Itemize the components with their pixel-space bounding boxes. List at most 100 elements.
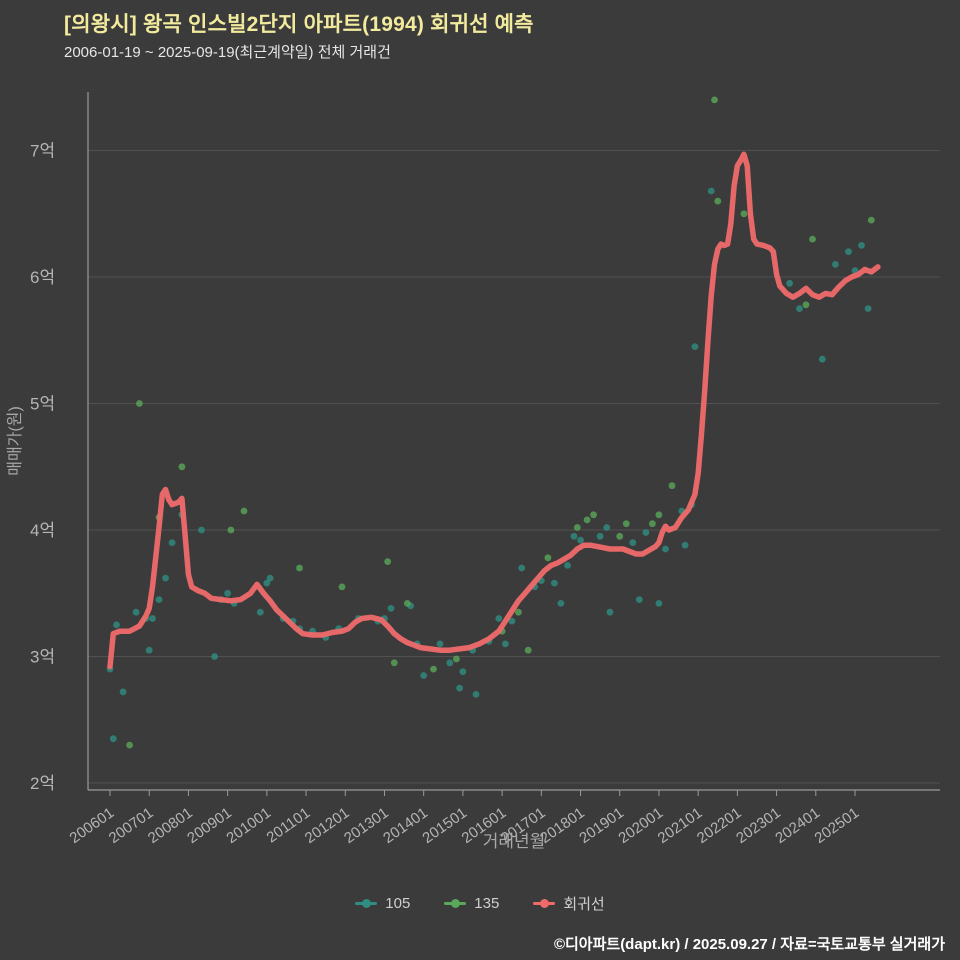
scatter-point-105 xyxy=(577,536,584,544)
scatter-point-135 xyxy=(714,197,722,205)
scatter-point-135 xyxy=(384,558,392,565)
legend-label: 135 xyxy=(474,895,500,912)
legend-marker-icon xyxy=(444,899,467,908)
x-tick-label: 200801 xyxy=(145,804,196,847)
scatter-point-105 xyxy=(198,526,205,534)
legend-item-회귀선[interactable]: 회귀선 xyxy=(533,893,605,914)
x-tick-label: 201301 xyxy=(341,804,392,847)
scatter-point-135 xyxy=(524,646,532,654)
scatter-point-105 xyxy=(145,646,153,654)
scatter-point-105 xyxy=(570,532,578,540)
scatter-point-135 xyxy=(178,463,186,471)
x-tick-label: 200601 xyxy=(67,804,118,847)
scatter-point-105 xyxy=(263,579,271,587)
scatter-point-105 xyxy=(557,600,565,607)
scatter-point-135 xyxy=(453,655,460,663)
scatter-point-105 xyxy=(681,541,689,549)
legend-marker-icon xyxy=(533,899,556,908)
y-tick-label: 5억 xyxy=(30,395,55,414)
scatter-point-135 xyxy=(296,564,303,572)
scatter-point-135 xyxy=(655,511,663,519)
scatter-point-135 xyxy=(616,532,624,540)
scatter-point-105 xyxy=(508,617,516,625)
scatter-point-105 xyxy=(109,735,117,743)
scatter-point-105 xyxy=(456,684,463,692)
y-axis-title: 매매가(원) xyxy=(6,406,24,476)
scatter-point-105 xyxy=(266,574,274,582)
x-tick-label: 202401 xyxy=(772,804,823,847)
scatter-point-105 xyxy=(132,608,140,616)
x-tick-label: 200901 xyxy=(184,804,235,847)
scatter-point-135 xyxy=(544,554,552,562)
scatter-point-105 xyxy=(149,615,156,622)
scatter-point-105 xyxy=(420,672,428,679)
scatter-point-105 xyxy=(603,524,611,531)
scatter-point-135 xyxy=(126,741,133,749)
scatter-point-135 xyxy=(583,516,591,524)
scatter-point-105 xyxy=(162,574,169,582)
scatter-point-135 xyxy=(867,216,875,224)
scatter-point-135 xyxy=(515,608,522,616)
legend-item-135[interactable]: 135 xyxy=(444,895,499,912)
scatter-point-135 xyxy=(668,482,676,490)
regression-line xyxy=(107,151,881,670)
scatter-point-135 xyxy=(573,524,581,531)
scatter-point-105 xyxy=(864,305,872,312)
scatter-point-135 xyxy=(227,526,235,534)
scatter-point-105 xyxy=(818,355,826,363)
scatter-point-105 xyxy=(168,539,176,546)
scatter-point-135 xyxy=(809,235,816,243)
x-tick-label: 202101 xyxy=(655,804,706,847)
scatter-point-135 xyxy=(590,511,597,519)
scatter-point-135 xyxy=(390,659,398,667)
x-tick-label: 201501 xyxy=(419,804,470,847)
scatter-point-105 xyxy=(662,545,669,553)
chart-canvas[interactable]: 2억 3억 4억 5억 6억 7억 2006012007012008012009012010… xyxy=(0,0,960,885)
scatter-point-105 xyxy=(606,608,614,616)
copyright-credit: ©디아파트(dapt.kr) / 2025.09.27 / 자료=국토교통부 실… xyxy=(553,936,945,953)
x-tick-label: 201201 xyxy=(302,804,353,847)
y-tick-label: 6억 xyxy=(30,268,55,287)
scatter-point-105 xyxy=(858,242,865,249)
chart-legend: 105 135 회귀선 xyxy=(0,893,960,914)
legend-label: 105 xyxy=(385,895,411,912)
scatter-point-105 xyxy=(629,539,637,546)
scatter-point-105 xyxy=(707,187,715,195)
scatter-point-135 xyxy=(802,301,810,309)
y-tick-label: 3억 xyxy=(30,648,55,667)
x-axis-title: 거래년월 xyxy=(483,832,546,851)
scatter-point-105 xyxy=(495,615,503,622)
scatter-point-135 xyxy=(740,210,748,218)
scatter-point-105 xyxy=(596,532,604,540)
scatter-point-105 xyxy=(113,621,120,629)
scatter-point-105 xyxy=(436,640,444,648)
x-tick-label: 202501 xyxy=(812,804,863,847)
x-tick-label: 202301 xyxy=(733,804,784,847)
scatter-point-105 xyxy=(845,248,852,256)
x-tick-label: 202001 xyxy=(615,804,666,847)
y-tick-label: 2억 xyxy=(30,774,55,793)
scatter-point-135 xyxy=(403,600,411,607)
scatter-point-105 xyxy=(564,562,571,569)
scatter-point-105 xyxy=(155,596,163,603)
scatter-point-105 xyxy=(551,579,558,587)
scatter-point-105 xyxy=(518,564,526,572)
scatter-point-105 xyxy=(796,305,803,312)
legend-marker-icon xyxy=(355,899,378,908)
scatter-point-135 xyxy=(338,583,346,591)
scatter-point-105 xyxy=(119,688,127,696)
scatter-point-105 xyxy=(224,589,232,597)
scatter-point-105 xyxy=(472,691,480,698)
scatter-point-105 xyxy=(786,279,793,287)
page-subtitle: 2006-01-19 ~ 2025-09-19(최근계약일) 전체 거래건 xyxy=(64,44,391,61)
scatter-point-105 xyxy=(211,653,219,660)
legend-label: 회귀선 xyxy=(563,896,605,913)
scatter-point-105 xyxy=(446,659,454,667)
legend-item-105[interactable]: 105 xyxy=(355,895,410,912)
scatter-point-105 xyxy=(387,605,395,612)
scatter-point-135 xyxy=(136,400,143,407)
scatter-point-105 xyxy=(459,668,467,676)
x-tick-label: 201001 xyxy=(223,804,274,847)
x-tick-label: 200701 xyxy=(106,804,157,847)
